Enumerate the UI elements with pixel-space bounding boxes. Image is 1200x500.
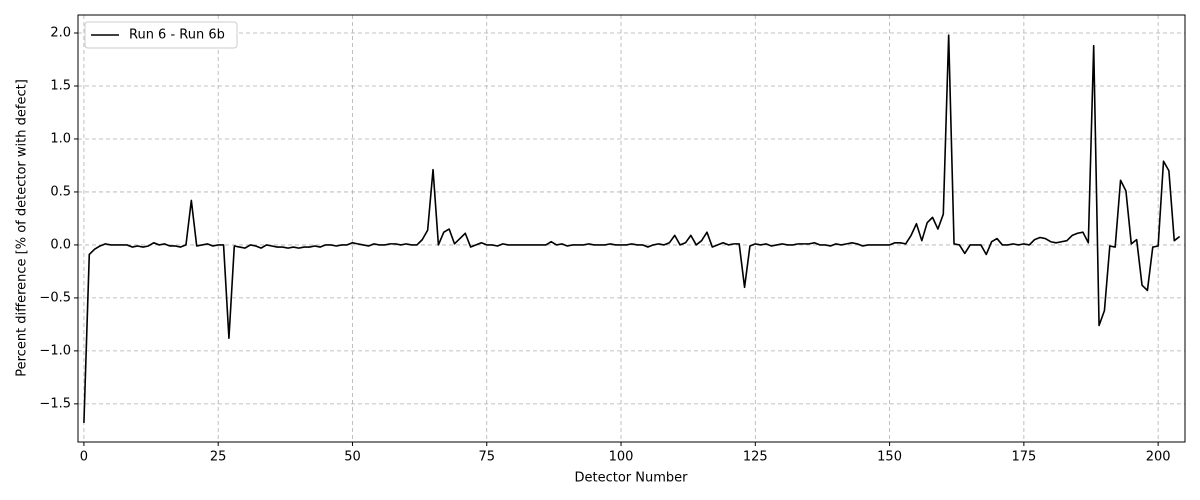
y-tick-label: −1.0 — [39, 343, 71, 358]
y-tick-label: 2.0 — [50, 26, 71, 41]
y-tick-label: 1.0 — [50, 131, 71, 146]
plot-frame — [77, 14, 1186, 443]
legend: Run 6 - Run 6b — [84, 21, 238, 49]
y-axis-label: Percent difference [% of detector with d… — [15, 79, 30, 377]
line-series — [83, 34, 1181, 423]
y-tick-label: −1.5 — [39, 396, 71, 411]
x-tick-label: 175 — [1011, 450, 1036, 465]
y-tick-label: 0.5 — [50, 184, 71, 199]
x-tick-label: 50 — [344, 450, 361, 465]
x-axis-label: Detector Number — [574, 471, 688, 486]
x-tick-label: 200 — [1146, 450, 1171, 465]
y-tick-label: 1.5 — [50, 78, 71, 93]
y-tick-label: −0.5 — [39, 290, 71, 305]
x-tick-label: 25 — [210, 450, 227, 465]
legend-label: Run 6 - Run 6b — [129, 28, 225, 43]
x-tick-label: 125 — [743, 450, 768, 465]
y-tick-label: 0.0 — [50, 237, 71, 252]
x-tick-label: 150 — [877, 450, 902, 465]
x-tick-label: 100 — [609, 450, 634, 465]
x-tick-label: 0 — [80, 450, 88, 465]
legend-box — [84, 21, 238, 49]
x-tick-label: 75 — [478, 450, 495, 465]
